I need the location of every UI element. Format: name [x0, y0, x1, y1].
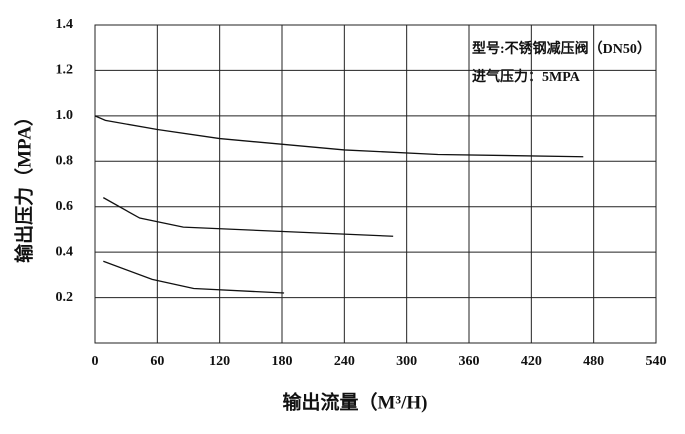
x-axis-title: 输出流量（M³/H) — [282, 390, 427, 413]
annotation: 型号:不锈钢减压阀（DN50） — [472, 40, 651, 57]
y-tick-label: 1.2 — [56, 63, 74, 78]
x-tick-label: 300 — [396, 354, 417, 369]
x-tick-label: 240 — [334, 354, 355, 369]
y-tick-label: 1.4 — [56, 17, 74, 32]
x-tick-label: 60 — [150, 354, 164, 369]
x-tick-label: 180 — [272, 354, 293, 369]
y-tick-label: 0.2 — [56, 290, 74, 305]
plot-frame — [94, 24, 657, 344]
x-tick-label: 540 — [646, 354, 667, 369]
x-tick-label: 420 — [521, 354, 542, 369]
y-tick-label: 0.4 — [56, 244, 74, 259]
y-tick-label: 0.8 — [56, 154, 74, 169]
x-tick-label: 360 — [459, 354, 480, 369]
annotation: 进气压力：5MPA — [472, 68, 581, 85]
y-tick-label: 1.0 — [56, 108, 74, 123]
line — [94, 115, 584, 158]
y-axis-title: 输出压力（MPA） — [12, 107, 35, 263]
line — [102, 197, 394, 237]
x-tick-label: 480 — [583, 354, 604, 369]
x-tick-label: 120 — [209, 354, 230, 369]
line — [103, 260, 285, 294]
x-tick-label: 0 — [92, 354, 99, 369]
y-tick-label: 0.6 — [56, 199, 74, 214]
